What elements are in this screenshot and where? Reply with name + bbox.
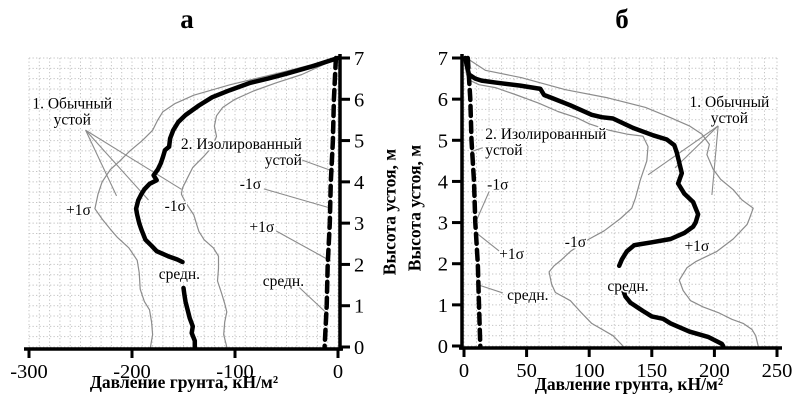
series-thin bbox=[465, 57, 759, 347]
series-thick_dashed bbox=[465, 55, 483, 349]
y-tick-label: 0 bbox=[354, 337, 364, 359]
series-thick_dashed bbox=[322, 55, 339, 350]
annotation-label: +1σ bbox=[684, 238, 709, 255]
x-tick-label: -200 bbox=[113, 361, 151, 383]
y-tick-label: 6 bbox=[354, 89, 364, 111]
panel-a-title: а bbox=[180, 4, 194, 34]
annotation-label: -1σ bbox=[165, 198, 187, 215]
annotation-label: +1σ bbox=[499, 246, 524, 263]
annotation-label: 2. Изолированный устой bbox=[485, 126, 606, 159]
annotation-leaders bbox=[85, 129, 334, 314]
panel-a-x-axis-title: Давление грунта, кН/м² bbox=[89, 372, 279, 392]
y-tick-label: 1 bbox=[354, 296, 364, 318]
series-thick_solid bbox=[463, 55, 701, 269]
y-tick-label: 0 bbox=[438, 336, 448, 358]
y-tick-label: 3 bbox=[354, 213, 364, 235]
y-tick-label: 5 bbox=[438, 130, 448, 152]
x-tick-label: 200 bbox=[699, 360, 730, 382]
panel-b-chart: 0 50 100 150 200 250 0 1 2 3 4 5 6 7 1. Обычный устой 2.… bbox=[438, 48, 793, 382]
panel-b-title: б bbox=[615, 4, 629, 34]
y-tick-label: 4 bbox=[354, 172, 364, 194]
series-thick_solid bbox=[619, 284, 726, 349]
annotation-label: 2. Изолированный устой bbox=[181, 136, 302, 169]
y-tick-label: 6 bbox=[438, 89, 448, 111]
x-tick-label: 0 bbox=[459, 360, 469, 382]
x-tick-label: -100 bbox=[216, 361, 254, 383]
y-tick-label: 3 bbox=[438, 213, 448, 235]
axes bbox=[24, 54, 343, 351]
series-thin bbox=[463, 57, 649, 347]
x-tick-label: 50 bbox=[516, 360, 537, 382]
annotation-label: -1σ bbox=[565, 234, 587, 251]
ticks bbox=[27, 56, 350, 358]
y-tick-label: 4 bbox=[438, 171, 448, 193]
annotation-label: -1σ bbox=[487, 177, 509, 194]
panel-b-x-axis-title: Давление грунта, кН/м² bbox=[534, 374, 724, 394]
panel-a-y-axis-title: Высота устоя, м bbox=[379, 148, 400, 276]
annotation-label: 1. Обычный устой bbox=[32, 96, 112, 129]
panel-a-chart: -300 -200 -100 00 1 2 3 4 5 6 7 1. Обычный устой 2. И… bbox=[10, 48, 364, 383]
annotation-label: +1σ bbox=[66, 202, 91, 219]
tick-labels: -300 -200 -100 00 1 2 3 4 5 6 7 bbox=[10, 48, 364, 383]
series-thick_solid bbox=[181, 285, 198, 350]
annotation-label: средн. bbox=[263, 273, 304, 290]
series-thick_solid bbox=[133, 55, 341, 265]
x-tick-label: -300 bbox=[10, 361, 48, 383]
annotation-label: +1σ bbox=[249, 219, 274, 236]
y-tick-label: 1 bbox=[438, 295, 448, 317]
axes bbox=[459, 54, 782, 350]
annotation-label: 1. Обычный устой bbox=[690, 94, 770, 127]
annotation-leaders bbox=[470, 125, 719, 294]
panel-b-y-axis-title: Высота устоя, м bbox=[404, 144, 425, 272]
series-thin bbox=[180, 57, 339, 348]
annotation-label: -1σ bbox=[240, 176, 262, 193]
x-tick-label: 150 bbox=[636, 360, 667, 382]
y-tick-label: 7 bbox=[354, 48, 364, 70]
x-tick-label: 100 bbox=[574, 360, 605, 382]
y-tick-label: 2 bbox=[438, 254, 448, 276]
y-tick-label: 2 bbox=[354, 254, 364, 276]
annotation-label: средн. bbox=[159, 266, 200, 283]
y-tick-label: 5 bbox=[354, 131, 364, 153]
y-tick-label: 7 bbox=[438, 48, 448, 70]
ticks bbox=[452, 56, 779, 357]
annotation-label: средн. bbox=[507, 287, 548, 304]
grid bbox=[28, 57, 339, 348]
series-thin bbox=[94, 57, 339, 348]
x-tick-label: 0 bbox=[333, 361, 343, 383]
tick-labels: 0 50 100 150 200 250 0 1 2 3 4 5 6 7 bbox=[438, 48, 793, 382]
x-tick-label: 250 bbox=[762, 360, 793, 382]
annotation-label: средн. bbox=[607, 278, 648, 295]
